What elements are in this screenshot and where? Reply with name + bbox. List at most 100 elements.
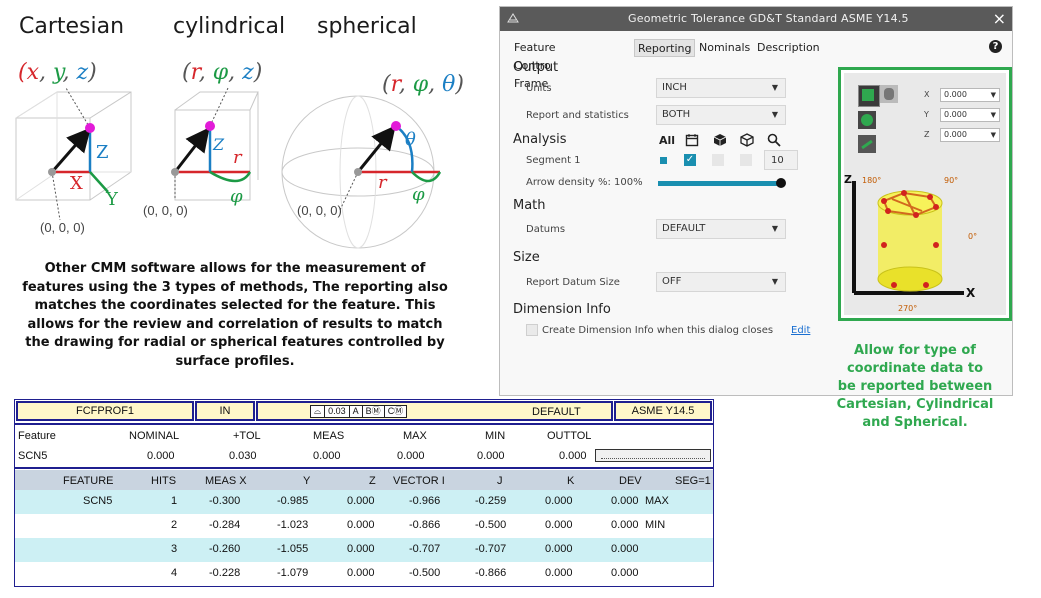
spherical-title: spherical [317,14,417,39]
preview-90-deg: 90° [944,176,958,185]
preview-y-input[interactable]: 0.000 ▼ [940,108,1000,122]
solid-cube-icon[interactable] [713,133,727,147]
feature-control-frame: ⌓ 0.03 A BⓂ CⓂ [310,405,408,418]
tab-nominals[interactable]: Nominals [699,41,751,54]
arrow-density-slider[interactable] [658,181,780,186]
cyl-close: ) [253,60,263,85]
datums-select[interactable]: DEFAULT ▼ [656,219,786,239]
output-heading: Output [513,60,559,75]
vector-mode-icon[interactable] [858,135,876,153]
preview-axis-x: X [966,286,976,300]
col-feature: Feature [18,430,56,442]
segment-checkbox[interactable]: ✓ [684,154,696,166]
search-icon[interactable] [767,133,781,147]
row4-vector-i: -0.500 [409,567,441,579]
col-plus-tol: +TOL [233,430,261,442]
sph-theta: θ [442,72,455,97]
math-heading: Math [513,198,546,213]
row4-j: -0.866 [475,567,507,579]
detail-header-row: FEATURE HITS MEAS X Y Z VECTOR I J K DEV… [15,470,713,492]
cart-z: z [76,60,89,85]
col-j: J [497,475,503,487]
col-meas-x: MEAS X [205,475,247,487]
size-heading: Size [513,250,540,265]
summary-min: 0.000 [477,450,505,462]
tab-description[interactable]: Description [757,41,820,54]
wire-cube-icon[interactable] [740,133,754,147]
row2-seg: MIN [645,519,666,531]
chevron-down-icon: ▼ [771,224,778,233]
cylindrical-mode-icon[interactable] [880,85,898,103]
report-statistics-value: BOTH [662,109,691,120]
svg-text:(r, φ, θ): (r, φ, θ) [382,72,464,97]
description-paragraph: Other CMM software allows for the measur… [22,261,448,369]
summary-max: 0.000 [397,450,425,462]
cartesian-mode-icon[interactable] [858,85,880,107]
units-select[interactable]: INCH ▼ [656,78,786,98]
fcf-datum-a: A [350,406,363,417]
preview-axis-z: Z [844,173,852,186]
report-statistics-select[interactable]: BOTH ▼ [656,105,786,125]
fcf-datum-c: CⓂ [387,406,404,416]
dimension-info-heading: Dimension Info [513,302,611,317]
row2-k: 0.000 [545,519,573,531]
close-icon[interactable]: × [992,9,1006,28]
chevron-down-icon: ▼ [990,111,996,119]
row3-j: -0.707 [475,543,507,555]
segment-count-input[interactable]: 10 [764,150,798,170]
spherical-mode-icon[interactable] [858,111,876,129]
segment-option-a[interactable] [712,154,724,166]
row2-dev: 0.000 [611,519,639,531]
cylinder-preview-3d: Z X 180° 90° 0° 270° [844,173,977,313]
col-k: K [567,475,575,487]
col-vector-i: VECTOR I [393,475,445,487]
profile-symbol-icon: ⌓ [311,406,326,417]
units-label: Units [526,83,552,94]
row2-hits: 2 [171,519,178,531]
preview-x-label: X [924,90,930,99]
fcf-report: FCFPROF1 IN ⌓ 0.03 A BⓂ CⓂ DEFAULT ASME … [14,399,714,587]
summary-plus-tol: 0.030 [229,450,257,462]
row3-vector-i: -0.707 [409,543,441,555]
row1-k: 0.000 [545,495,573,507]
help-icon[interactable]: ? [989,40,1002,53]
datums-value: DEFAULT [662,223,706,234]
sph-axis-r: r [378,172,388,193]
cyl-phi: φ [213,60,229,85]
analysis-heading: Analysis [513,132,567,147]
segment-label: Segment 1 [526,155,581,166]
dialog-titlebar[interactable]: Geometric Tolerance GD&T Standard ASME Y… [500,7,1012,31]
row3-meas-x: -0.260 [209,543,241,555]
cart-axis-x: X [70,173,83,194]
tab-feature-control-frame[interactable]: Feature Contro Frame [514,41,556,90]
sph-open: ( [382,72,391,97]
report-fcf-cell: ⌓ 0.03 A BⓂ CⓂ DEFAULT [256,401,613,421]
row4-meas-x: -0.228 [209,567,241,579]
preview-x-input[interactable]: 0.000 ▼ [940,88,1000,102]
create-dimension-info-checkbox[interactable] [526,324,538,336]
preview-z-value: 0.000 [944,130,967,139]
report-datum-size-select[interactable]: OFF ▼ [656,272,786,292]
edit-link[interactable]: Edit [791,325,811,336]
segment-option-b[interactable] [740,154,752,166]
col-outtol: OUTTOL [547,430,592,442]
row3-k: 0.000 [545,543,573,555]
preview-270-deg: 270° [898,304,917,313]
all-label: All [659,134,676,147]
units-value: INCH [662,82,687,93]
calendar-icon[interactable] [685,133,699,147]
report-datum: DEFAULT [532,406,581,418]
cyl-origin: (0, 0, 0) [143,203,188,218]
row2-z: 0.000 [347,519,375,531]
table-row: 4 -0.228 -1.079 0.000 -0.500 -0.866 0.00… [15,562,713,586]
tab-reporting[interactable]: Reporting [634,39,696,57]
chevron-down-icon: ▼ [771,277,778,286]
preview-z-input[interactable]: 0.000 ▼ [940,128,1000,142]
row4-dev: 0.000 [611,567,639,579]
col-min: MIN [485,430,506,442]
row1-dev: 0.000 [611,495,639,507]
outtol-bar [595,449,711,462]
summary-outtol: 0.000 [559,450,587,462]
arrow-density-slider-handle[interactable] [776,178,786,188]
row1-z: 0.000 [347,495,375,507]
